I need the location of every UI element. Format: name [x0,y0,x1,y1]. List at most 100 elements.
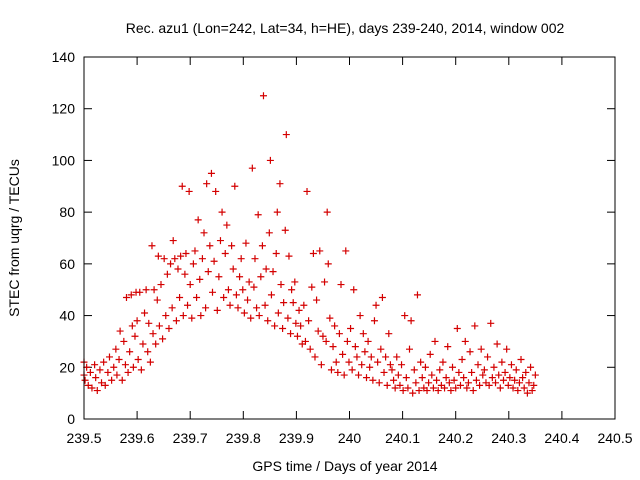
data-point [406,345,414,353]
data-point [108,376,116,384]
data-point [144,348,152,356]
data-point [142,286,150,294]
y-tick-label: 60 [59,256,75,272]
data-point [359,330,367,338]
data-point [433,376,441,384]
data-point [474,361,482,369]
data-point [236,273,244,281]
data-point [303,187,311,195]
data-point [461,337,469,345]
data-point [472,376,480,384]
data-point [377,345,385,353]
data-point [369,376,377,384]
data-point [372,301,380,309]
data-point [181,270,189,278]
data-point [134,356,142,364]
data-point [479,371,487,379]
data-point [176,293,184,301]
data-point [375,379,383,387]
data-point [401,312,409,320]
data-point [323,208,331,216]
data-point [203,180,211,188]
data-point [177,252,185,260]
data-point [188,314,196,322]
data-point [153,296,161,304]
data-point [101,381,109,389]
data-point [196,275,204,283]
data-point [129,363,137,371]
data-point [128,322,136,330]
data-point [229,265,237,273]
data-point [244,296,252,304]
data-point [245,278,253,286]
data-point [308,283,316,291]
data-point [522,368,530,376]
y-tick-label: 120 [52,101,76,117]
data-point [378,293,386,301]
data-point [374,358,382,366]
data-point [399,387,407,395]
data-point [385,330,393,338]
data-point [388,366,396,374]
data-point [512,366,520,374]
data-point [169,237,177,245]
data-point [391,384,399,392]
data-point [152,340,160,348]
data-point [216,237,224,245]
data-point [115,356,123,364]
data-point [273,208,281,216]
x-tick-label: 239.9 [279,430,314,446]
data-point [507,361,515,369]
data-point [272,250,280,258]
data-point [182,250,190,258]
data-point [234,304,242,312]
data-point [179,312,187,320]
data-point [221,250,229,258]
data-point [324,260,332,268]
data-point [210,257,218,265]
data-point [429,384,437,392]
data-point [122,293,130,301]
data-point [450,376,458,384]
data-point [223,221,231,229]
data-point [266,156,274,164]
data-point [485,381,493,389]
data-point [126,348,134,356]
data-point [193,293,201,301]
data-point [515,379,523,387]
data-point [495,371,503,379]
data-point [206,242,214,250]
data-point [88,384,96,392]
data-point [137,366,145,374]
data-point [527,363,535,371]
data-point [204,268,212,276]
data-point [367,353,375,361]
data-point [136,288,144,296]
data-point [133,317,141,325]
data-point [261,301,269,309]
data-point [496,384,504,392]
data-point [423,387,431,395]
axis-ticks: 239.5 239.6 239.7 239.8 239.9 240 240.1 240.2 24… [52,49,633,446]
data-point [104,368,112,376]
data-point [224,286,232,294]
y-tick-label: 0 [67,411,75,427]
x-axis-label: GPS time / Days of year 2014 [252,458,437,474]
data-point [253,304,261,312]
data-point [120,337,128,345]
x-tick-label: 239.8 [226,430,261,446]
data-point [511,376,519,384]
data-point [316,247,324,255]
data-point [185,187,193,195]
data-point [226,301,234,309]
data-point [464,379,472,387]
data-point [289,299,297,307]
data-point [112,345,120,353]
data-point [271,322,279,330]
data-point [332,358,340,366]
data-point [504,381,512,389]
data-point [105,353,113,361]
data-point [353,353,361,361]
data-point [458,356,466,364]
data-point [492,379,500,387]
